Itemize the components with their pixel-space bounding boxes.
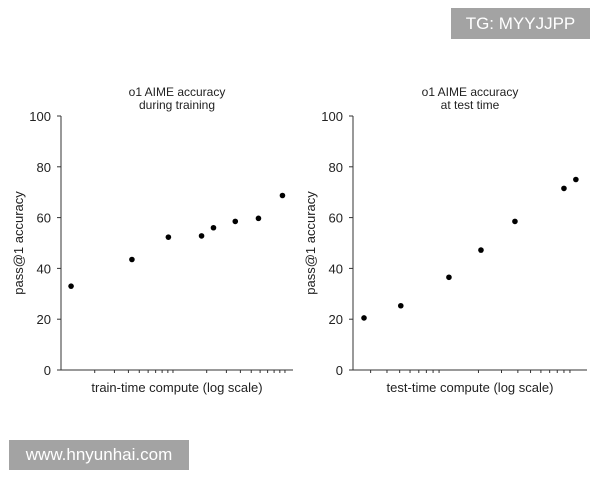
- y-axis-label: pass@1 accuracy: [303, 191, 318, 295]
- data-point: [573, 176, 579, 183]
- watermark-top: TG: MYYJJPP: [451, 8, 590, 39]
- y-tick-label: 20: [329, 312, 343, 327]
- y-tick-label: 40: [37, 261, 51, 276]
- data-point: [255, 215, 262, 222]
- data-point: [561, 185, 567, 192]
- x-axis-label: train-time compute (log scale): [91, 380, 262, 395]
- y-tick-label: 80: [329, 160, 343, 175]
- y-tick-label: 100: [29, 109, 51, 124]
- data-point: [232, 218, 239, 225]
- data-point: [446, 274, 452, 281]
- data-point: [68, 283, 74, 289]
- y-tick-label: 0: [44, 363, 51, 378]
- watermark-bottom: www.hnyunhai.com: [9, 440, 189, 470]
- chart-title: o1 AIME accuracy: [422, 85, 519, 99]
- y-tick-label: 0: [336, 363, 343, 378]
- data-point: [129, 256, 135, 263]
- chart-title: during training: [139, 98, 215, 112]
- chart-title: at test time: [441, 98, 500, 112]
- data-point: [279, 192, 286, 199]
- data-point: [478, 247, 484, 253]
- y-axis-label: pass@1 accuracy: [11, 191, 26, 295]
- data-point: [210, 224, 217, 231]
- y-tick-label: 60: [329, 211, 343, 226]
- y-tick-label: 100: [321, 109, 343, 124]
- y-tick-label: 80: [37, 160, 51, 175]
- y-tick-label: 40: [329, 261, 343, 276]
- data-point: [397, 302, 404, 309]
- chart-title: o1 AIME accuracy: [129, 85, 226, 99]
- data-point: [165, 234, 172, 240]
- data-point: [198, 233, 205, 239]
- x-axis-label: test-time compute (log scale): [387, 380, 554, 395]
- y-tick-label: 60: [37, 211, 51, 226]
- y-tick-label: 20: [37, 312, 51, 327]
- data-point: [512, 218, 518, 225]
- data-point: [361, 315, 367, 321]
